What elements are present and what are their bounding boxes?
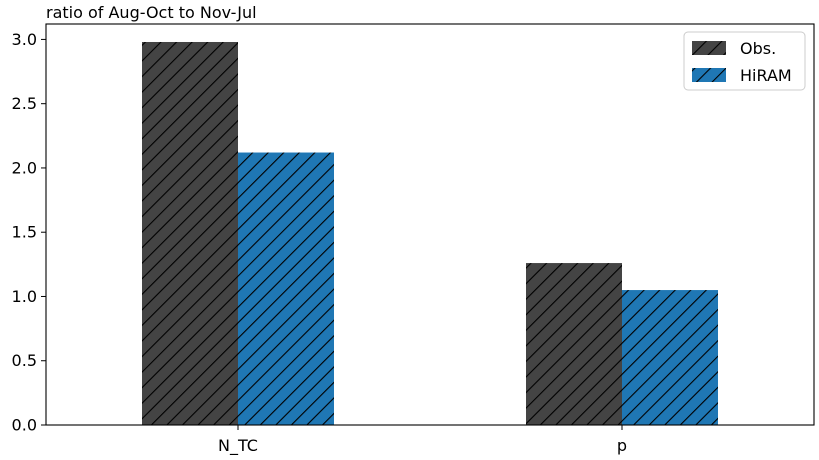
y-tick-label: 2.0 [12, 158, 37, 177]
bar-obs-p [526, 263, 622, 425]
y-tick-label: 3.0 [12, 30, 37, 49]
bar-obs-ntc [142, 41, 238, 425]
y-tick-label: 0.0 [12, 416, 37, 435]
y-tick-label: 2.5 [12, 94, 37, 113]
legend-swatch [692, 68, 726, 82]
x-axis: N_TC p [218, 425, 627, 456]
legend-label: HiRAM [740, 66, 792, 85]
legend: Obs. HiRAM [683, 31, 806, 91]
legend-swatch [692, 41, 726, 55]
legend-label: Obs. [740, 39, 776, 58]
plot-frame [45, 23, 815, 426]
y-tick-label: 1.5 [12, 223, 37, 242]
y-tick-label: 1.0 [12, 287, 37, 306]
bars-group [142, 41, 718, 425]
chart-title: ratio of Aug-Oct to Nov-Jul [46, 3, 257, 22]
x-tick-label: p [617, 436, 627, 455]
bar-hiram-p [622, 290, 718, 425]
bar-hiram-ntc [238, 152, 334, 425]
y-axis: 0.0 0.5 1.0 1.5 2.0 2.5 3.0 [12, 30, 46, 435]
x-tick-label: N_TC [218, 436, 258, 456]
y-tick-label: 0.5 [12, 351, 37, 370]
